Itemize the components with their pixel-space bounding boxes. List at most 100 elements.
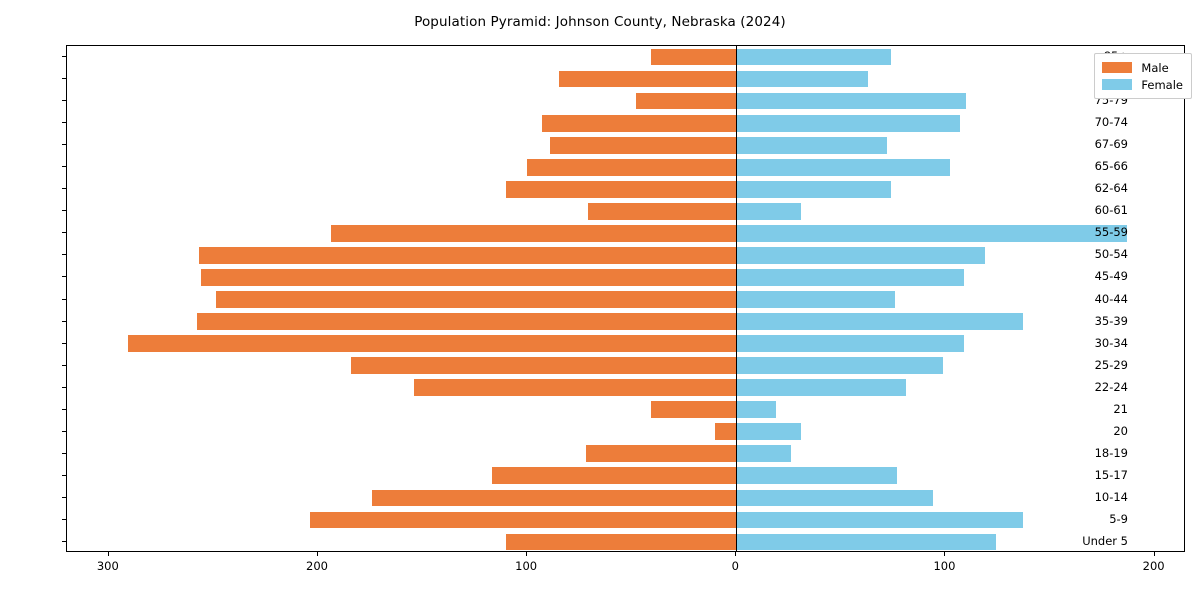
legend-label: Male xyxy=(1141,60,1169,75)
bar-row xyxy=(67,136,1184,154)
bar-row xyxy=(67,114,1184,132)
plot-area xyxy=(66,45,1185,552)
legend-item-female[interactable]: Female xyxy=(1102,76,1183,93)
y-tick-mark xyxy=(62,122,66,124)
bar-row xyxy=(67,291,1184,308)
bar-row xyxy=(67,467,1184,485)
bar-female-21 xyxy=(736,401,777,419)
bar-male-21 xyxy=(650,401,737,419)
bar-row xyxy=(67,247,1184,264)
chart-legend: Male Female xyxy=(1094,53,1192,99)
bar-female-35-39 xyxy=(736,313,1023,330)
y-tick-label: 50-54 xyxy=(1094,247,1128,262)
bar-male-35-39 xyxy=(196,313,737,330)
bar-male-60-61 xyxy=(587,202,737,220)
y-tick-label: 30-34 xyxy=(1094,335,1128,350)
y-tick-label: 70-74 xyxy=(1094,115,1128,130)
y-tick-mark xyxy=(62,342,66,344)
bar-male-30-34 xyxy=(127,335,737,352)
bar-female-20 xyxy=(736,423,802,441)
x-tick-label: 0 xyxy=(731,559,739,573)
bar-male-50-54 xyxy=(198,247,737,264)
y-tick-label: 45-49 xyxy=(1094,269,1128,284)
bar-row xyxy=(67,92,1184,110)
x-tick-mark xyxy=(526,552,528,556)
y-tick-mark xyxy=(62,518,66,520)
chart-title: Population Pyramid: Johnson County, Nebr… xyxy=(414,14,786,30)
y-tick-mark xyxy=(62,276,66,278)
bar-male-67-69 xyxy=(550,136,737,154)
y-tick-mark xyxy=(62,232,66,234)
y-tick-label: 67-69 xyxy=(1094,137,1128,152)
y-tick-label: 22-24 xyxy=(1094,379,1128,394)
y-tick-label: 65-66 xyxy=(1094,159,1128,174)
bar-female-50-54 xyxy=(736,247,986,264)
y-tick-mark xyxy=(62,430,66,432)
y-tick-mark xyxy=(62,386,66,388)
x-tick-label: 100 xyxy=(515,559,538,573)
bar-male-85- xyxy=(650,48,737,66)
y-tick-label: 25-29 xyxy=(1094,357,1128,372)
y-tick-mark xyxy=(62,166,66,168)
y-tick-label: Under 5 xyxy=(1082,533,1128,548)
y-tick-mark xyxy=(62,364,66,366)
x-tick-mark xyxy=(316,552,318,556)
bar-male-20 xyxy=(715,423,737,441)
legend-item-male[interactable]: Male xyxy=(1102,59,1183,76)
bar-row xyxy=(67,202,1184,220)
bar-female-40-44 xyxy=(736,291,896,308)
x-tick-label: 200 xyxy=(306,559,328,573)
bar-row xyxy=(67,158,1184,176)
bar-female-70-74 xyxy=(736,114,961,132)
y-tick-mark xyxy=(62,320,66,322)
y-tick-mark xyxy=(62,298,66,300)
y-tick-mark xyxy=(62,254,66,256)
bar-male-15-17 xyxy=(491,467,737,485)
bar-male-70-74 xyxy=(541,114,737,132)
y-tick-label: 18-19 xyxy=(1094,445,1128,460)
x-tick-label: 200 xyxy=(1142,559,1165,573)
bar-female-85- xyxy=(736,48,892,66)
x-tick-label: 300 xyxy=(96,559,119,573)
bar-female-15-17 xyxy=(736,467,898,485)
y-tick-mark xyxy=(62,100,66,102)
bar-female-10-14 xyxy=(736,489,933,507)
zero-axis-line xyxy=(736,46,738,551)
y-tick-mark xyxy=(62,188,66,190)
bar-male-18-19 xyxy=(585,445,737,463)
bar-male-under-5 xyxy=(506,533,737,551)
y-tick-mark xyxy=(62,78,66,80)
y-tick-label: 21 xyxy=(1113,401,1128,416)
bar-row xyxy=(67,48,1184,66)
bar-female-22-24 xyxy=(736,379,906,397)
y-tick-label: 60-61 xyxy=(1094,203,1128,218)
bar-row xyxy=(67,269,1184,286)
y-tick-mark xyxy=(62,408,66,410)
x-tick-mark xyxy=(944,552,946,556)
bar-row xyxy=(67,180,1184,198)
bars-layer xyxy=(67,46,1184,551)
bar-row xyxy=(67,224,1184,242)
bar-row xyxy=(67,401,1184,419)
y-tick-mark xyxy=(62,452,66,454)
y-tick-mark xyxy=(62,144,66,146)
bar-row xyxy=(67,379,1184,397)
bar-male-22-24 xyxy=(414,379,737,397)
bar-row xyxy=(67,70,1184,88)
bar-female-62-64 xyxy=(736,180,892,198)
bar-male-80-84 xyxy=(558,70,737,88)
y-tick-label: 10-14 xyxy=(1094,489,1128,504)
bar-row xyxy=(67,445,1184,463)
bar-female-5-9 xyxy=(736,511,1023,529)
y-tick-label: 15-17 xyxy=(1094,467,1128,482)
bar-male-25-29 xyxy=(351,357,737,374)
bar-male-40-44 xyxy=(215,291,737,308)
bar-row xyxy=(67,511,1184,529)
y-tick-mark xyxy=(62,496,66,498)
x-tick-label: 100 xyxy=(933,559,956,573)
bar-male-62-64 xyxy=(506,180,737,198)
y-tick-label: 5-9 xyxy=(1109,511,1128,526)
bar-female-30-34 xyxy=(736,335,965,352)
y-tick-label: 20 xyxy=(1113,423,1128,438)
